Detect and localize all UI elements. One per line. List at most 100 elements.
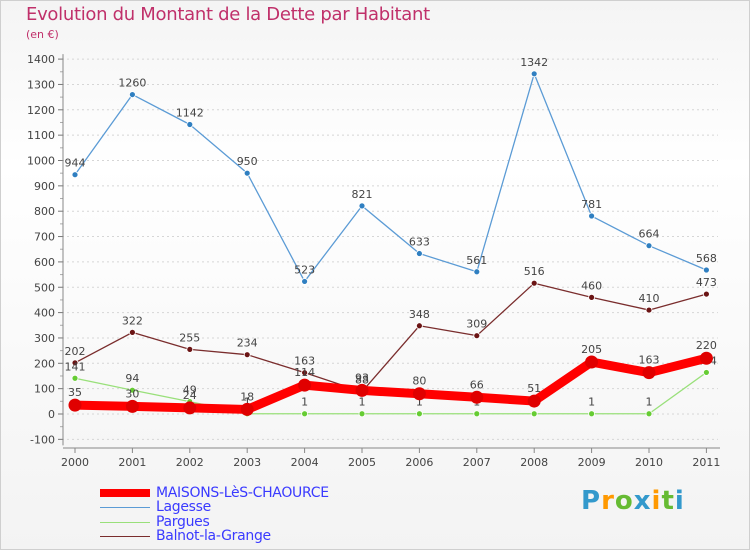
data-label-pargues: 1 xyxy=(416,396,423,409)
proxiti-logo: Proxiti xyxy=(581,486,685,516)
y-tick-label: 0 xyxy=(48,408,55,421)
legend-swatch-maisons xyxy=(100,489,150,497)
data-label-maisons-l-s-chaource: 35 xyxy=(68,386,82,399)
data-label-lagesse: 781 xyxy=(581,198,602,211)
data-label-balnot-la-grange: 88 xyxy=(355,374,369,387)
y-tick-label: 1300 xyxy=(27,78,55,91)
y-tick-label: 700 xyxy=(34,231,55,244)
x-tick-label: 2001 xyxy=(118,456,146,469)
data-label-pargues: 141 xyxy=(65,360,86,373)
data-label-balnot-la-grange: 410 xyxy=(639,292,660,305)
data-label-balnot-la-grange: 255 xyxy=(179,331,200,344)
logo-letter: P xyxy=(581,486,602,516)
data-label-balnot-la-grange: 202 xyxy=(65,345,86,358)
data-point-lagesse xyxy=(645,242,653,250)
data-label-lagesse: 821 xyxy=(352,188,373,201)
series-line-balnot-la-grange xyxy=(74,282,708,393)
x-tick-label: 2000 xyxy=(61,456,89,469)
data-point-maisons-l-s-chaource xyxy=(585,355,599,369)
legend-item-balnot: Balnot-la-Grange xyxy=(100,528,400,544)
data-point-lagesse xyxy=(186,121,194,128)
data-point-balnot-la-grange xyxy=(186,345,194,353)
data-label-lagesse: 664 xyxy=(639,228,660,241)
data-label-pargues: 1 xyxy=(646,396,653,409)
data-point-balnot-la-grange xyxy=(588,293,595,301)
x-tick-label: 2002 xyxy=(176,456,204,469)
data-label-balnot-la-grange: 516 xyxy=(524,265,545,278)
data-point-lagesse xyxy=(703,266,710,274)
logo-letter: x xyxy=(633,486,652,516)
data-point-lagesse xyxy=(473,268,481,276)
data-point-maisons-l-s-chaource xyxy=(125,399,139,413)
data-point-lagesse xyxy=(358,202,366,210)
data-label-maisons-l-s-chaource: 80 xyxy=(412,375,426,388)
data-label-maisons-l-s-chaource: 220 xyxy=(696,339,717,352)
legend-swatch-pargues xyxy=(100,522,150,523)
logo-letter: t xyxy=(661,486,675,516)
y-tick-label: 900 xyxy=(34,180,55,193)
data-point-maisons-l-s-chaource xyxy=(68,398,82,412)
data-point-balnot-la-grange xyxy=(645,306,653,314)
x-tick-label: 2011 xyxy=(692,456,720,469)
data-point-balnot-la-grange xyxy=(415,322,423,330)
data-label-pargues: 1 xyxy=(359,396,366,409)
data-point-pargues xyxy=(71,374,79,382)
x-tick-label: 2009 xyxy=(578,456,606,469)
data-label-pargues: 94 xyxy=(125,372,139,385)
data-point-maisons-l-s-chaource xyxy=(699,351,713,365)
chart-subtitle: (en €) xyxy=(26,28,59,41)
y-tick-label: 600 xyxy=(34,256,55,269)
y-tick-label: 400 xyxy=(34,307,55,320)
data-label-lagesse: 561 xyxy=(466,254,487,267)
x-tick-label: 2006 xyxy=(405,456,433,469)
legend-label-balnot: Balnot-la-Grange xyxy=(156,528,271,544)
data-label-pargues: 1 xyxy=(588,396,595,409)
series-line-maisons-l-s-chaource xyxy=(70,353,711,414)
data-label-maisons-l-s-chaource: 24 xyxy=(183,389,197,402)
data-label-lagesse: 944 xyxy=(65,157,86,170)
data-point-balnot-la-grange xyxy=(473,332,481,340)
legend-swatch-balnot xyxy=(100,536,150,537)
series-line-lagesse xyxy=(74,73,708,283)
y-tick-label: 200 xyxy=(34,357,55,370)
data-label-lagesse: 568 xyxy=(696,252,717,265)
data-label-balnot-la-grange: 473 xyxy=(696,276,717,289)
data-label-balnot-la-grange: 348 xyxy=(409,308,430,321)
data-label-maisons-l-s-chaource: 51 xyxy=(527,382,541,395)
x-tick-label: 2008 xyxy=(520,456,548,469)
data-point-pargues xyxy=(645,410,653,418)
data-point-lagesse xyxy=(71,171,79,179)
data-label-maisons-l-s-chaource: 163 xyxy=(639,354,660,367)
y-tick-label: 1000 xyxy=(27,155,55,168)
data-point-pargues xyxy=(358,410,366,418)
data-label-maisons-l-s-chaource: 93 xyxy=(355,371,369,384)
y-tick-label: -100 xyxy=(30,433,55,446)
data-point-pargues xyxy=(128,386,136,394)
data-point-maisons-l-s-chaource xyxy=(470,390,484,404)
legend-label-maisons: MAISONS-LèS-CHAOURCE xyxy=(156,485,329,501)
logo-letter: r xyxy=(601,486,615,516)
x-tick-label: 2005 xyxy=(348,456,376,469)
data-label-maisons-l-s-chaource: 205 xyxy=(581,343,602,356)
data-label-maisons-l-s-chaource: 114 xyxy=(294,366,315,379)
logo-letter: o xyxy=(614,486,634,516)
data-point-lagesse xyxy=(301,278,309,285)
x-tick-label: 2003 xyxy=(233,456,261,469)
data-label-maisons-l-s-chaource: 30 xyxy=(125,387,139,400)
data-label-balnot-la-grange: 163 xyxy=(294,355,315,368)
data-label-balnot-la-grange: 309 xyxy=(466,318,487,331)
data-point-balnot-la-grange xyxy=(128,328,136,336)
data-label-pargues: 1 xyxy=(244,396,251,409)
data-point-maisons-l-s-chaource xyxy=(183,401,197,415)
y-tick-label: 500 xyxy=(34,281,55,294)
legend-item-lagesse: Lagesse xyxy=(100,499,400,515)
chart-title: Evolution du Montant de la Dette par Hab… xyxy=(26,4,430,25)
legend-swatch-lagesse xyxy=(100,507,150,508)
data-point-balnot-la-grange xyxy=(71,359,79,367)
data-point-maisons-l-s-chaource xyxy=(298,378,312,392)
data-label-lagesse: 523 xyxy=(294,263,315,276)
x-tick-label: 2010 xyxy=(635,456,663,469)
data-label-balnot-la-grange: 234 xyxy=(237,337,258,350)
data-point-balnot-la-grange xyxy=(530,279,538,287)
